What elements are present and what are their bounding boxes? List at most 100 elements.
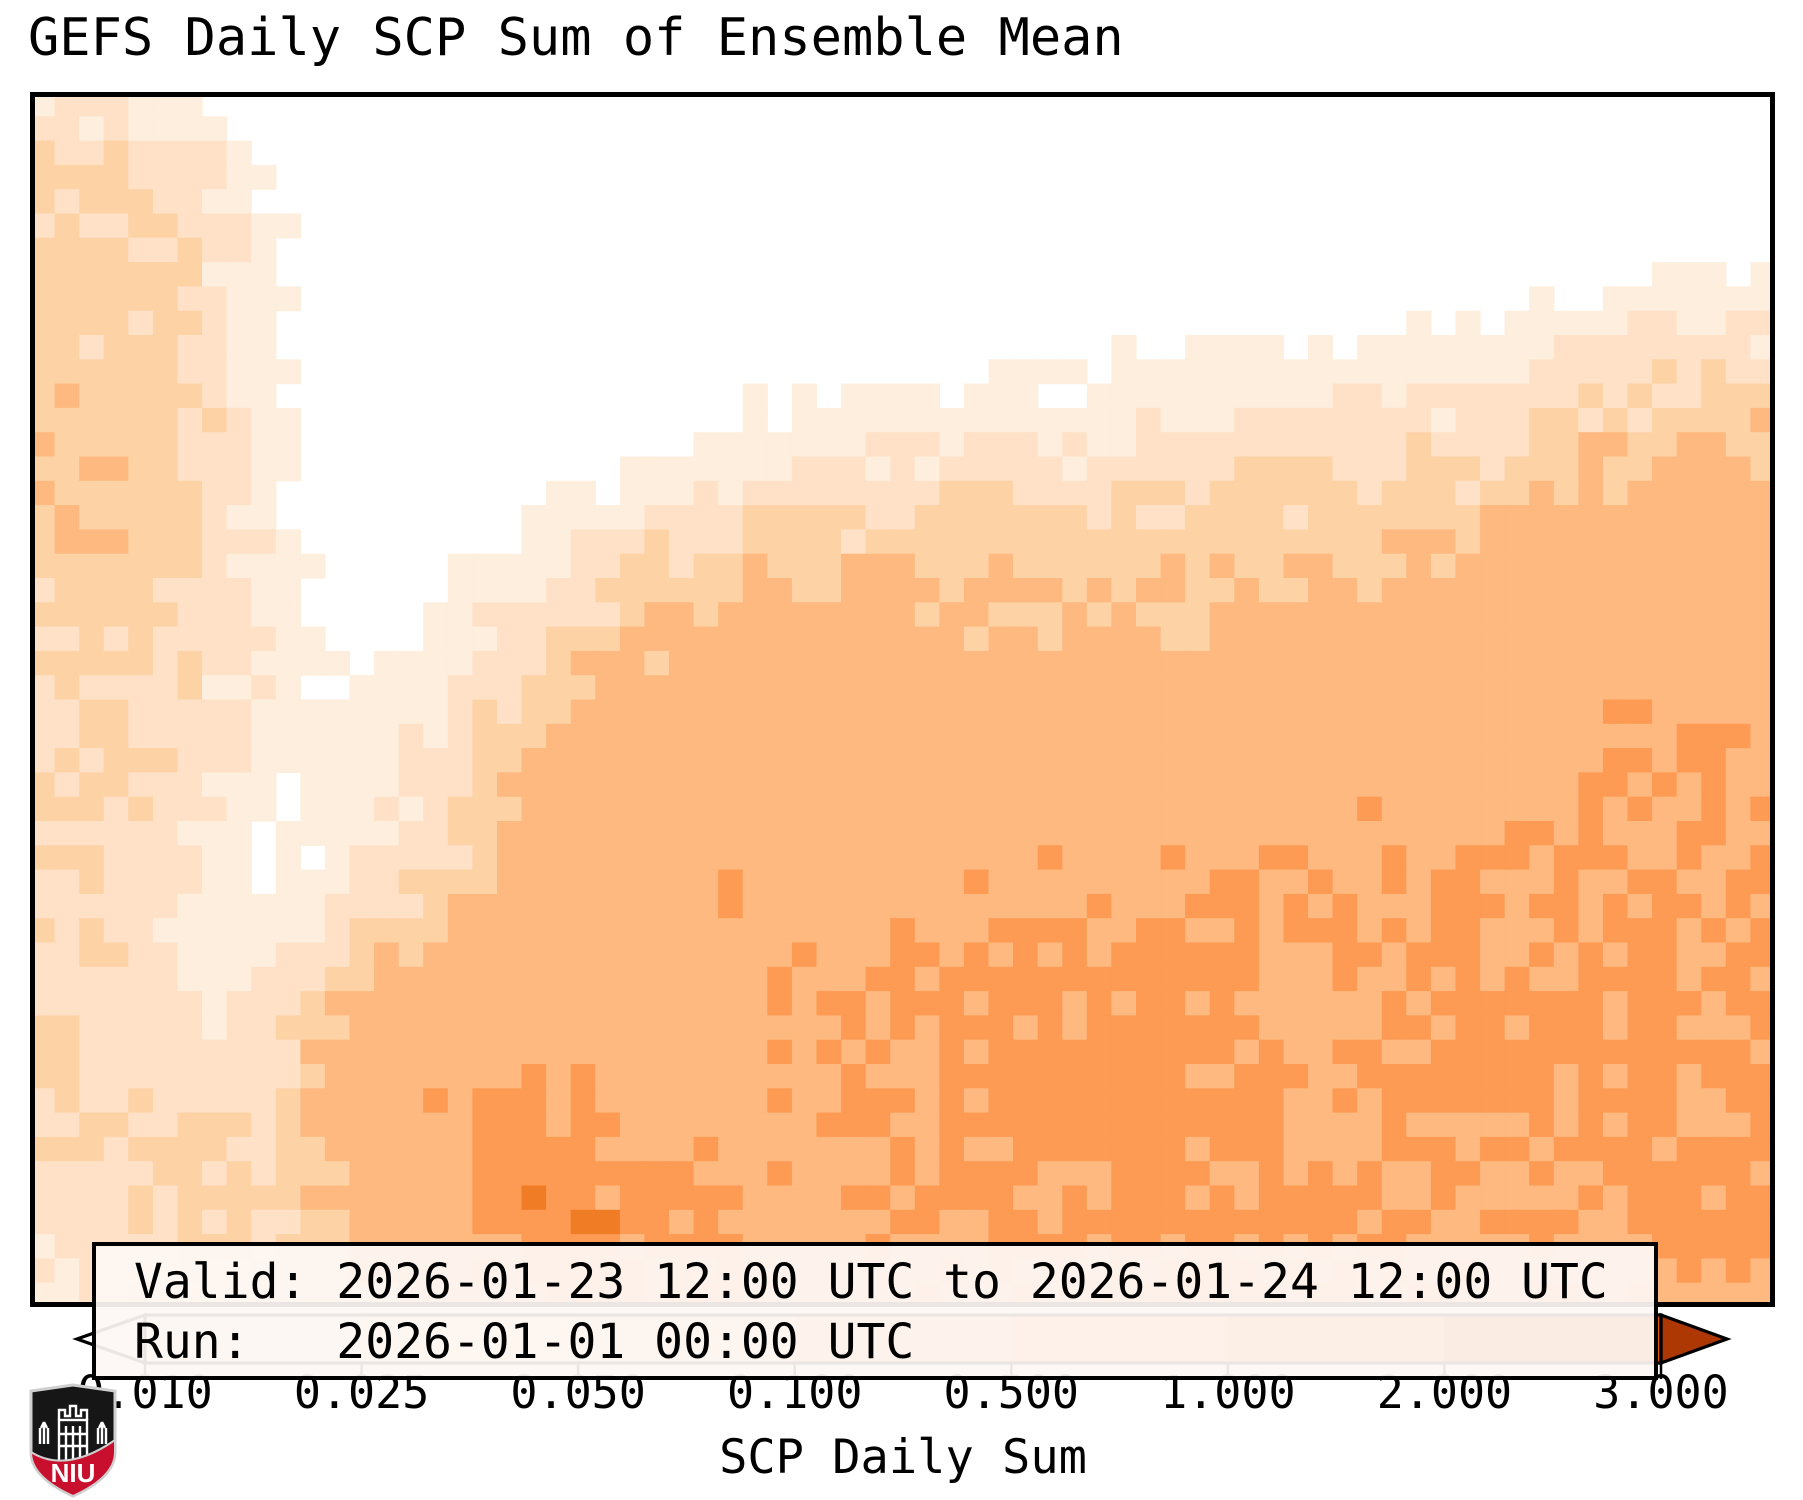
scp-cell — [1037, 748, 1063, 773]
scp-cell — [226, 918, 252, 944]
scp-cell — [1037, 407, 1063, 433]
scp-cell — [890, 918, 916, 944]
scp-cell — [1603, 529, 1629, 555]
scp-cell — [1381, 1185, 1407, 1211]
scp-cell — [570, 626, 596, 652]
scp-cell — [570, 1185, 596, 1211]
scp-cell — [1455, 1136, 1481, 1162]
scp-cell — [595, 675, 621, 701]
scp-cell — [1652, 602, 1678, 628]
scp-cell — [718, 699, 744, 725]
scp-cell — [1603, 553, 1629, 579]
scp-cell — [570, 505, 596, 530]
scp-cell — [202, 675, 228, 701]
scp-cell — [1111, 796, 1137, 822]
scp-cell — [546, 796, 572, 822]
scp-cell — [1578, 456, 1604, 482]
scp-cell — [103, 748, 129, 773]
scp-cell — [1676, 821, 1702, 846]
scp-cell — [33, 213, 56, 239]
scp-cell — [595, 821, 621, 846]
scp-cell — [1086, 626, 1112, 652]
scp-cell — [1529, 1185, 1555, 1211]
scp-cell — [226, 578, 252, 603]
scp-cell — [595, 1209, 621, 1235]
scp-cell — [79, 602, 105, 628]
scp-cell — [1553, 383, 1579, 409]
scp-cell — [767, 1185, 793, 1211]
scp-cell — [103, 869, 129, 895]
scp-cell — [1185, 821, 1211, 846]
scp-cell — [1529, 966, 1555, 992]
scp-cell — [767, 675, 793, 701]
scp-cell — [939, 723, 965, 749]
scp-cell — [1381, 723, 1407, 749]
scp-cell — [423, 966, 449, 992]
scp-cell — [1701, 456, 1727, 482]
scp-cell — [1258, 383, 1285, 409]
scp-cell — [791, 480, 818, 506]
scp-cell — [79, 359, 105, 385]
scp-cell — [914, 432, 940, 458]
scp-cell — [595, 505, 621, 530]
scp-cell — [546, 918, 572, 944]
scp-cell — [177, 869, 203, 895]
scp-cell — [374, 1064, 400, 1089]
scp-cell — [1603, 723, 1629, 749]
scp-cell — [497, 1136, 523, 1162]
scp-cell — [447, 1064, 473, 1089]
scp-cell — [1701, 942, 1727, 968]
scp-cell — [1676, 991, 1702, 1016]
scp-cell — [1283, 1136, 1309, 1162]
scp-cell — [1357, 1161, 1383, 1187]
scp-cell — [349, 675, 375, 701]
scp-cell — [202, 966, 228, 992]
scp-cell — [1553, 359, 1579, 385]
scp-cell — [1578, 1039, 1604, 1065]
scp-cell — [1701, 578, 1727, 603]
scp-cell — [1185, 359, 1211, 385]
scp-cell — [423, 1185, 449, 1211]
scp-cell — [1578, 1015, 1604, 1041]
scp-cell — [1332, 529, 1358, 555]
scp-cell — [963, 918, 990, 944]
scp-cell — [226, 310, 252, 336]
scp-cell — [1676, 407, 1702, 433]
scp-cell — [1504, 723, 1530, 749]
scp-cell — [1480, 335, 1506, 360]
scp-cell — [374, 821, 400, 846]
scp-cell — [1504, 748, 1530, 773]
page-title: GEFS Daily SCP Sum of Ensemble Mean — [28, 8, 1124, 68]
scp-cell — [152, 1015, 179, 1041]
scp-cell — [1725, 1039, 1751, 1065]
scp-cell — [693, 432, 719, 458]
scp-cell — [177, 1039, 203, 1065]
scp-cell — [79, 95, 105, 117]
scp-cell — [251, 164, 277, 190]
scp-cell — [1455, 359, 1481, 385]
scp-cell — [619, 845, 646, 871]
scp-cell — [226, 675, 252, 701]
scp-cell — [103, 407, 129, 433]
scp-cell — [1652, 821, 1678, 846]
map-plot — [30, 92, 1775, 1307]
scp-cell — [1430, 407, 1457, 433]
scp-cell — [644, 578, 670, 603]
scp-cell — [128, 140, 154, 166]
scp-cell — [767, 918, 793, 944]
scp-cell — [251, 675, 277, 701]
scp-cell — [349, 723, 375, 749]
scp-cell — [447, 1161, 473, 1187]
scp-cell — [1258, 505, 1285, 530]
scp-cell — [1013, 578, 1039, 603]
scp-cell — [103, 699, 129, 725]
scp-cell — [570, 529, 596, 555]
scp-cell — [1553, 602, 1579, 628]
scp-cell — [251, 966, 277, 992]
scp-cell — [33, 966, 56, 992]
scp-cell — [177, 383, 203, 409]
scp-cell — [718, 456, 744, 482]
scp-cell — [54, 845, 80, 871]
scp-cell — [324, 966, 351, 992]
scp-cell — [767, 723, 793, 749]
